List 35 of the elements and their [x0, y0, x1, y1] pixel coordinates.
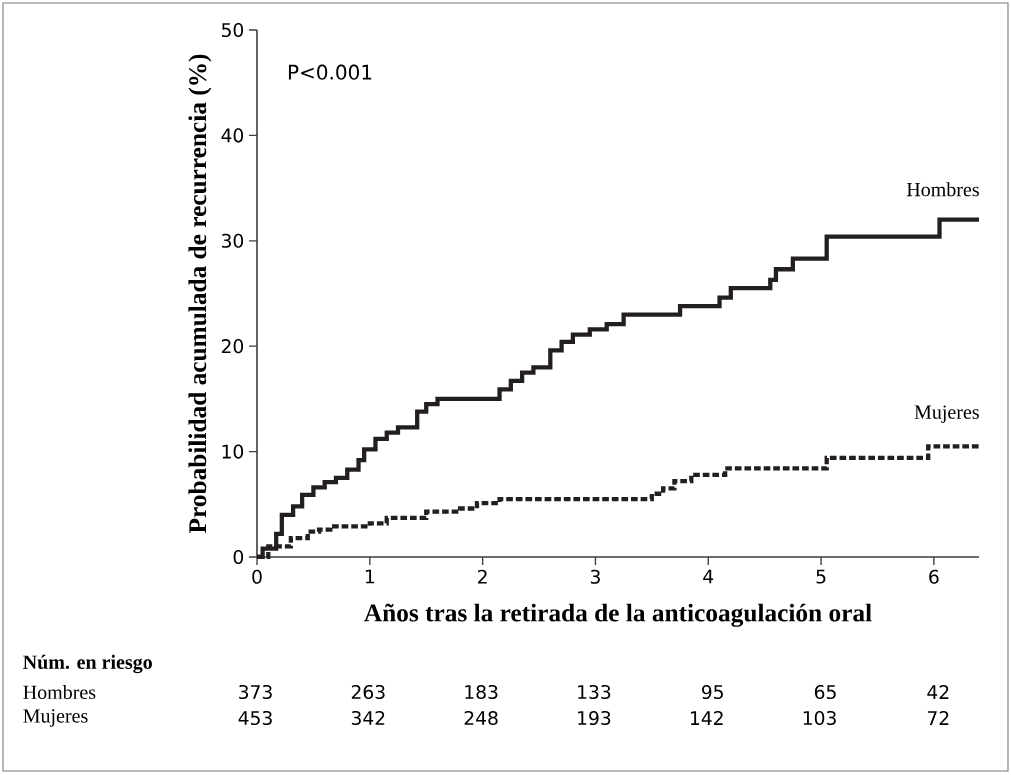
x-tick-label: 5 [816, 569, 826, 584]
y-tick-label: 50 [221, 22, 244, 38]
x-tick-label: 2 [478, 569, 487, 584]
x-axis-title: Años tras la retirada de la anticoagulación oral [364, 603, 872, 627]
text: 42 [927, 685, 949, 699]
y-tick-label: 10 [222, 444, 244, 459]
x-tick-label: 4 [703, 569, 714, 584]
x-tick-label: 3 [590, 569, 600, 584]
text: 72 [927, 711, 949, 725]
x-tick-label: 0 [252, 569, 262, 584]
text: 65 [814, 684, 836, 700]
text: Mujeres [23, 709, 88, 727]
text: 263 [351, 684, 385, 700]
y-tick-label: 30 [221, 233, 244, 248]
text: 142 [690, 711, 723, 725]
y-axis-title: Probabilidad acumulada de recurrencia (%) [188, 54, 212, 534]
y-tick-label: 0 [233, 549, 244, 565]
text: Núm. en riesgo [23, 654, 152, 674]
x-tick-label: 1 [365, 569, 375, 584]
text: 183 [465, 684, 498, 700]
text: 103 [803, 710, 836, 726]
y-tick-label: 40 [221, 128, 244, 143]
text: 342 [351, 710, 385, 726]
text: 95 [701, 684, 723, 700]
text: 248 [464, 710, 498, 726]
text: Hombres [23, 684, 96, 700]
text: 453 [238, 710, 272, 726]
annotation: P<0.001 [288, 64, 372, 80]
series-label: Hombres [906, 182, 979, 197]
text: 133 [578, 684, 611, 700]
x-tick-label: 6 [929, 569, 939, 584]
y-tick-label: 20 [221, 339, 244, 354]
text: 193 [578, 710, 611, 726]
text: 373 [239, 684, 272, 700]
series-label: Mujeres [914, 405, 979, 423]
